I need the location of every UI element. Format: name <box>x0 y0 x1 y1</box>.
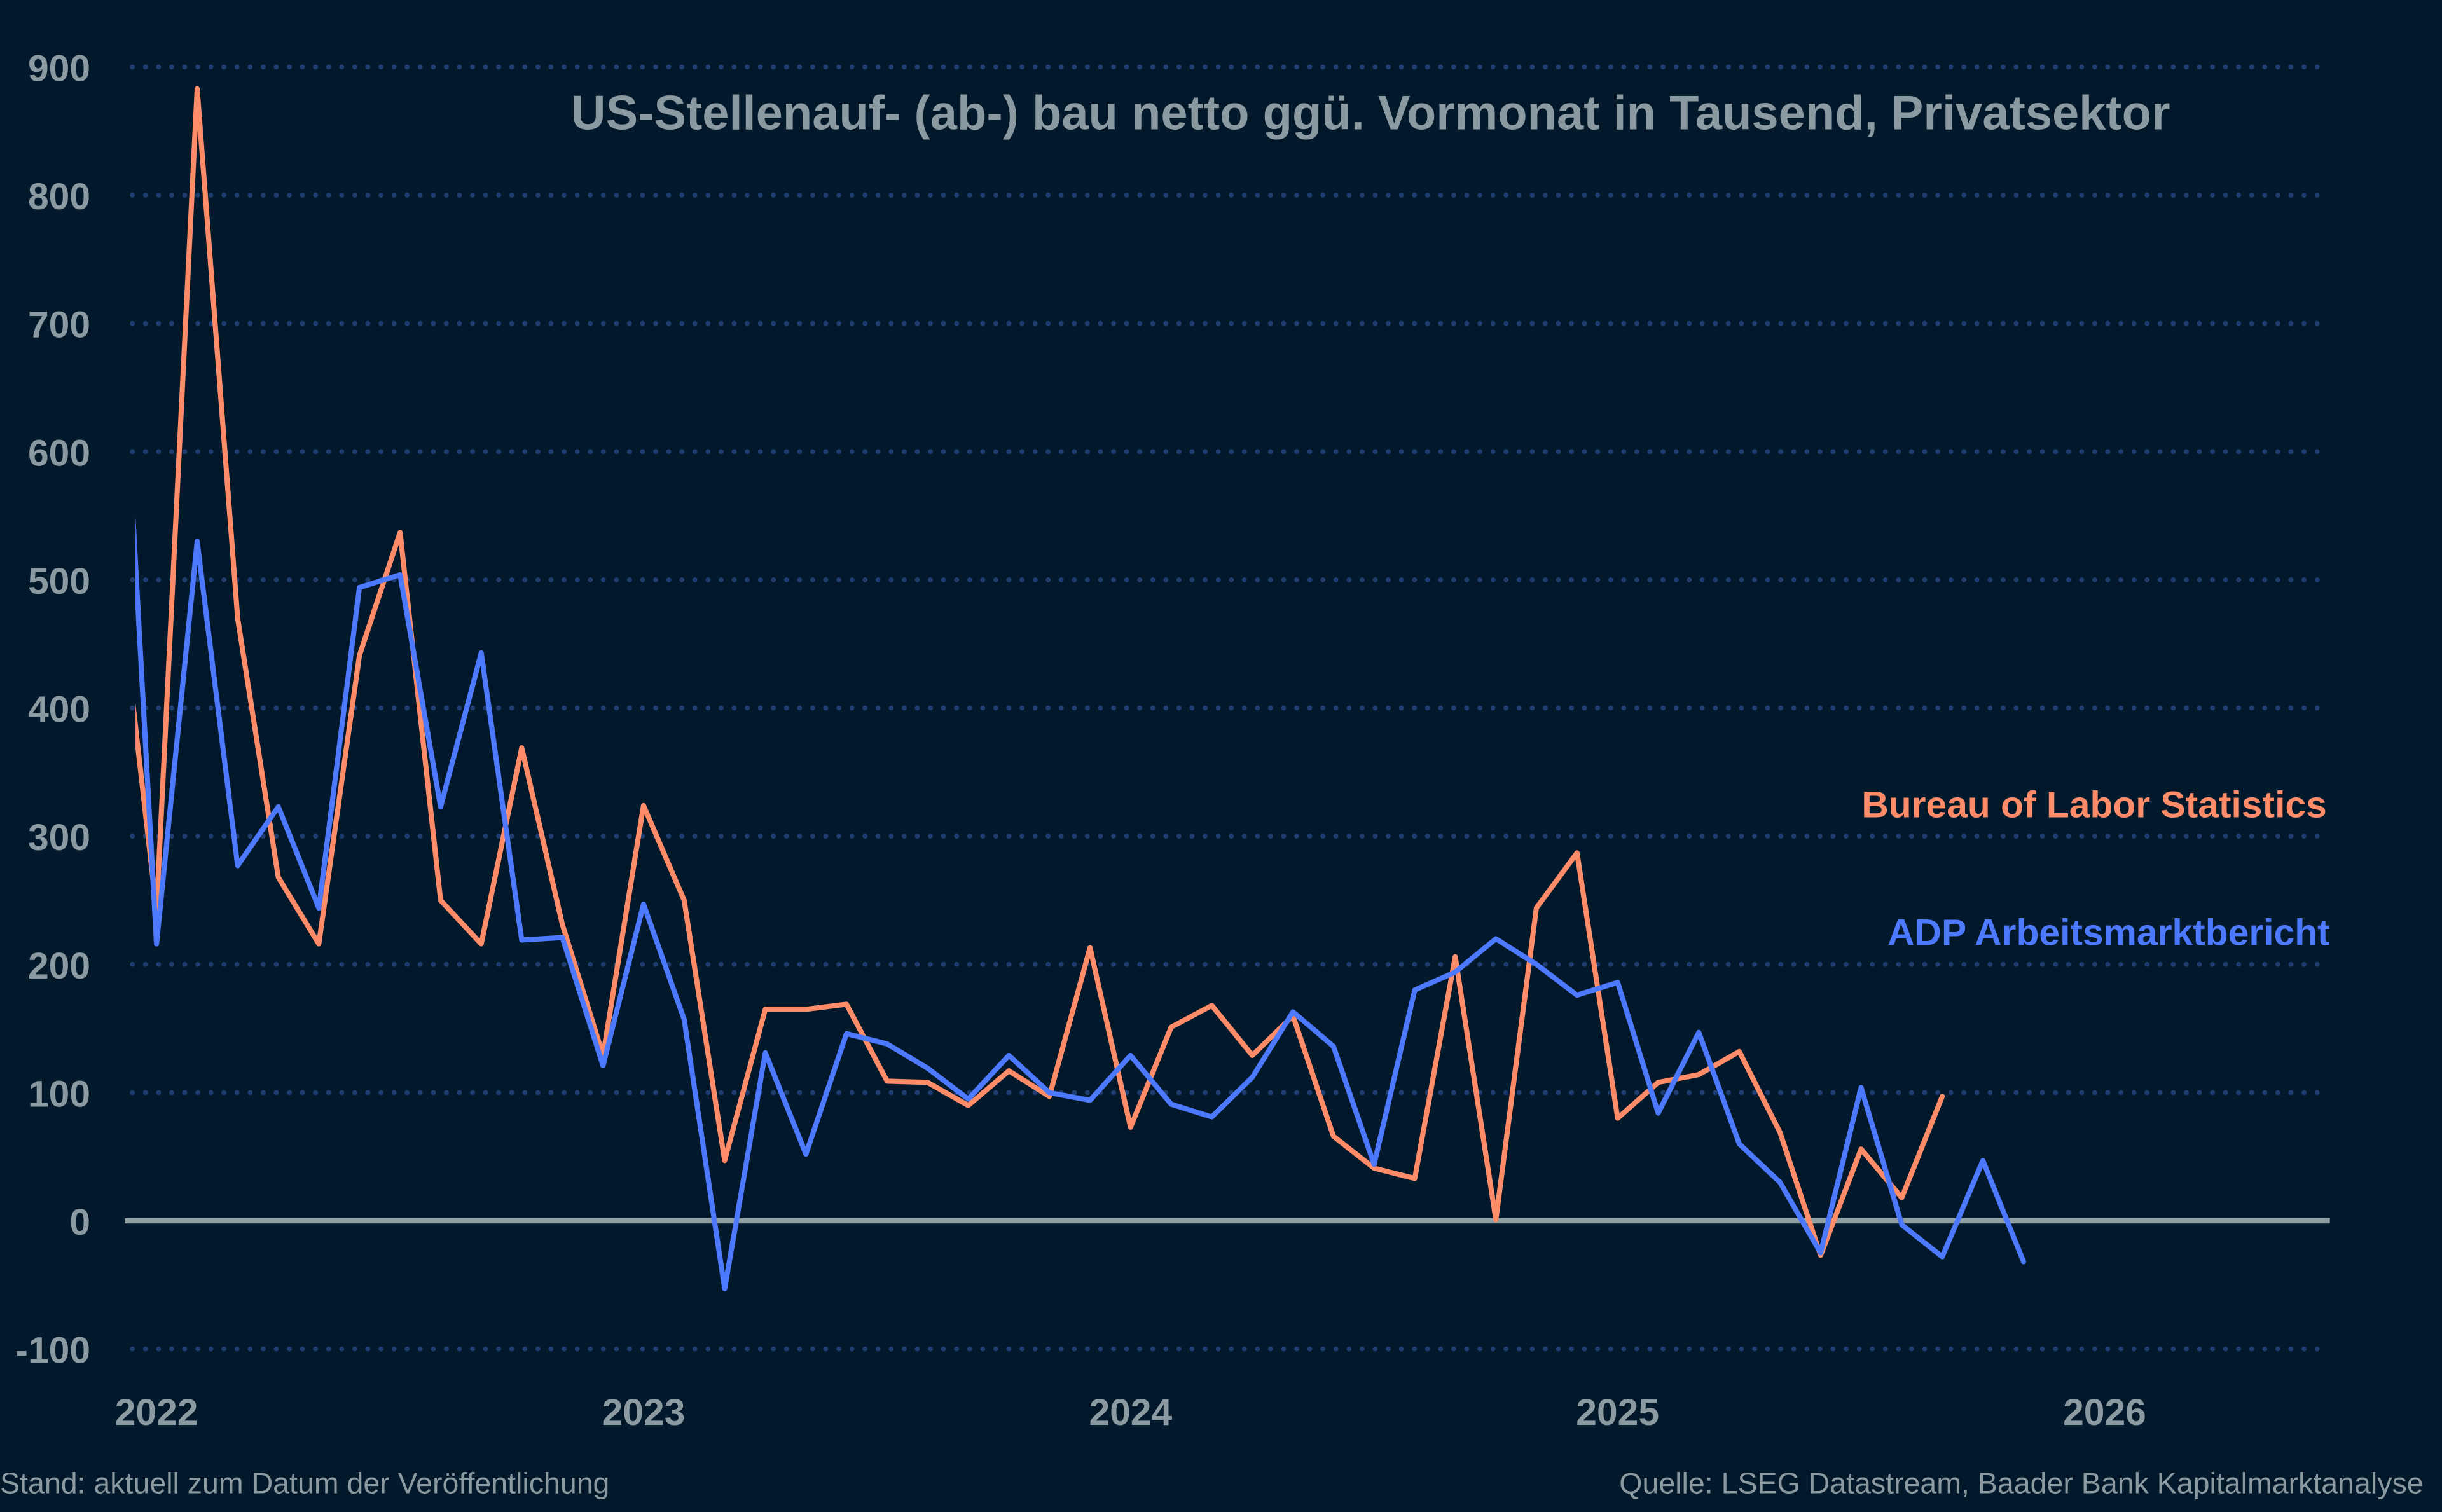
x-axis: 2022 2023 2024 2025 2026 <box>115 1392 2146 1433</box>
x-tick-label: 2026 <box>2063 1392 2146 1433</box>
series-line-adp <box>135 516 2027 1291</box>
gridlines <box>130 64 2329 1352</box>
y-tick-label: -100 <box>15 1330 90 1371</box>
x-tick-label: 2024 <box>1089 1392 1172 1433</box>
y-tick-label: 700 <box>28 305 90 346</box>
y-tick-label: 0 <box>69 1202 90 1243</box>
y-tick-label: 500 <box>28 561 90 602</box>
legend-label-bls: Bureau of Labor Statistics <box>1861 785 2326 826</box>
series-lines <box>135 86 2027 1291</box>
y-tick-label: 200 <box>28 945 90 987</box>
legend-label-adp: ADP Arbeitsmarktbericht <box>1887 912 2330 954</box>
y-tick-label: 900 <box>28 48 90 89</box>
chart-title: US-Stellenauf- (ab-) bau netto ggü. Vorm… <box>571 86 2170 140</box>
x-tick-label: 2025 <box>1576 1392 1659 1433</box>
y-tick-label: 600 <box>28 432 90 474</box>
series-line-bls <box>135 86 1945 1258</box>
x-tick-label: 2022 <box>115 1392 198 1433</box>
footer-stand: Stand: aktuell zum Datum der Veröffentli… <box>0 1467 609 1500</box>
x-tick-label: 2023 <box>602 1392 686 1433</box>
y-axis: 900 800 700 600 500 400 300 200 100 0 -100 <box>15 48 90 1371</box>
footer-source: Quelle: LSEG Datastream, Baader Bank Kap… <box>1619 1467 2423 1500</box>
y-tick-label: 100 <box>28 1073 90 1115</box>
y-tick-label: 300 <box>28 817 90 858</box>
y-tick-label: 400 <box>28 689 90 731</box>
y-tick-label: 800 <box>28 176 90 217</box>
